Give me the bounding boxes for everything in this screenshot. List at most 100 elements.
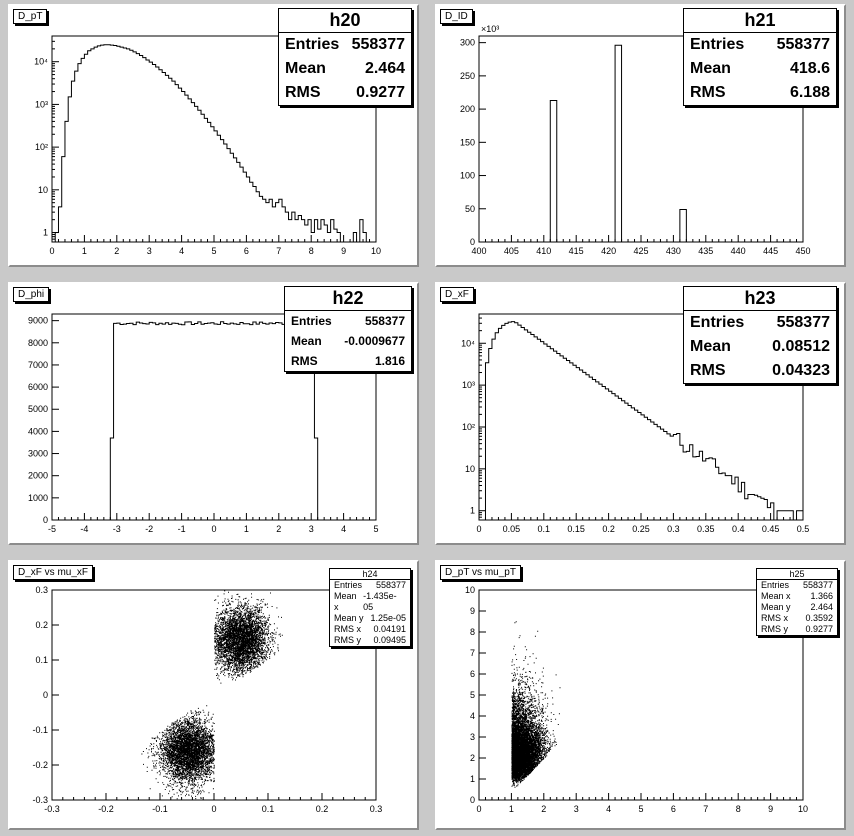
y-tick-label: 3 bbox=[470, 732, 475, 742]
stats-row: RMS 0.04323 bbox=[690, 362, 830, 379]
x-tick-label: 10 bbox=[798, 804, 808, 814]
stats-row: RMS x 0.04191 bbox=[334, 624, 406, 634]
x-tick-label: 0 bbox=[476, 804, 481, 814]
x-tick-label: 0 bbox=[49, 246, 54, 256]
y-tick-label: 8 bbox=[470, 627, 475, 637]
stats-row: RMS 1.816 bbox=[291, 354, 405, 368]
y-tick-label: 10² bbox=[462, 422, 475, 432]
stats-row: Entries 558377 bbox=[334, 580, 406, 590]
y-tick-label: 10⁴ bbox=[461, 338, 475, 348]
histogram-bar bbox=[549, 99, 558, 242]
stats-row: RMS 6.188 bbox=[690, 84, 830, 101]
x-tick-label: 1 bbox=[244, 524, 249, 534]
y-tick-label: 150 bbox=[460, 137, 475, 147]
x-tick-label: 450 bbox=[795, 246, 810, 256]
stats-name: h20 bbox=[279, 9, 411, 33]
x-tick-label: 440 bbox=[731, 246, 746, 256]
y-tick-label: 5 bbox=[470, 690, 475, 700]
x-tick-label: 9 bbox=[768, 804, 773, 814]
x-tick-label: 0.5 bbox=[797, 524, 810, 534]
x-tick-label: 400 bbox=[471, 246, 486, 256]
x-tick-label: 5 bbox=[373, 524, 378, 534]
pad-title: D_xF bbox=[440, 287, 474, 302]
x-tick-label: 0.05 bbox=[503, 524, 521, 534]
y-tick-label: 0 bbox=[43, 690, 48, 700]
stats-box: h21 Entries 558377 Mean 418.6 RMS 6.188 bbox=[683, 8, 837, 106]
x-tick-label: 6 bbox=[244, 246, 249, 256]
y-tick-label: 8000 bbox=[28, 338, 48, 348]
stats-row: RMS 0.9277 bbox=[285, 84, 405, 101]
d-pt-vs-mu-pt-scatter: 0 1 2 3 4 5 6 7 8 9 10 0 1 2 3 4 5 6 7 8 9 10 bbox=[465, 585, 808, 814]
d-xf-vs-mu-xf-scatter: -0.3 -0.2 -0.1 0 0.1 0.2 0.3 -0.3 -0.2 -0.1 0 0.1 0.… bbox=[32, 585, 383, 814]
stats-name: h22 bbox=[285, 287, 411, 311]
pad-d-xf-vs-mu-xf: -0.3 -0.2 -0.1 0 0.1 0.2 0.3 -0.3 -0.2 -0.1 0 0.1 0.… bbox=[8, 560, 419, 830]
y-tick-label: 200 bbox=[460, 104, 475, 114]
y-tick-label: 9 bbox=[470, 606, 475, 616]
y-tick-label: -0.3 bbox=[32, 795, 48, 805]
stats-row: Mean x 1.366 bbox=[761, 591, 833, 601]
d-phi-histogram: -5 -4 -3 -2 -1 0 1 2 3 4 5 0 1000 2000 3000 4000 5000 600… bbox=[28, 313, 379, 534]
x-tick-label: 0.35 bbox=[697, 524, 715, 534]
y-tick-label: 10³ bbox=[35, 99, 48, 109]
y-tick-label: 0 bbox=[470, 795, 475, 805]
stats-row: RMS y 0.09495 bbox=[334, 635, 406, 645]
y-tick-label: 6000 bbox=[28, 382, 48, 392]
pad-d-phi: -5 -4 -3 -2 -1 0 1 2 3 4 5 0 1000 2000 3000 4000 5000 600… bbox=[8, 282, 419, 545]
y-tick-label: 1 bbox=[43, 228, 48, 238]
stats-box: h20 Entries 558377 Mean 2.464 RMS 0.9277 bbox=[278, 8, 412, 106]
x-tick-label: 0 bbox=[476, 524, 481, 534]
stats-box: h23 Entries 558377 Mean 0.08512 RMS 0.04323 bbox=[683, 286, 837, 384]
stats-row: Mean 418.6 bbox=[690, 60, 830, 77]
y-exponent-label: ×10³ bbox=[481, 24, 499, 34]
scatter-points bbox=[511, 621, 561, 788]
pad-title: D_xF vs mu_xF bbox=[13, 565, 94, 580]
stats-box: h25 Entries 558377 Mean x 1.366 Mean y 2.46… bbox=[756, 568, 838, 636]
stats-row: Entries 558377 bbox=[285, 36, 405, 53]
y-tick-label: 7 bbox=[470, 648, 475, 658]
y-tick-label: 2000 bbox=[28, 471, 48, 481]
stats-row: Mean 2.464 bbox=[285, 60, 405, 77]
x-tick-label: -0.2 bbox=[98, 804, 114, 814]
stats-row: RMS x 0.3592 bbox=[761, 613, 833, 623]
y-tick-label: 1 bbox=[470, 774, 475, 784]
x-tick-label: 6 bbox=[671, 804, 676, 814]
y-tick-label: 100 bbox=[460, 171, 475, 181]
stats-name: h21 bbox=[684, 9, 836, 33]
stats-row: Entries 558377 bbox=[690, 314, 830, 331]
x-tick-label: 425 bbox=[633, 246, 648, 256]
x-tick-label: 435 bbox=[698, 246, 713, 256]
scatter-points bbox=[141, 590, 283, 800]
x-tick-label: 8 bbox=[736, 804, 741, 814]
x-tick-label: 4 bbox=[341, 524, 346, 534]
x-tick-label: -2 bbox=[145, 524, 153, 534]
x-tick-label: 0.1 bbox=[262, 804, 275, 814]
x-tick-label: 4 bbox=[606, 804, 611, 814]
x-tick-label: 0.3 bbox=[667, 524, 680, 534]
histogram-line bbox=[109, 321, 319, 520]
x-tick-label: 430 bbox=[666, 246, 681, 256]
stats-row: Entries 558377 bbox=[291, 314, 405, 328]
pad-d-xf: 0 0.05 0.1 0.15 0.2 0.25 0.3 0.35 0.4 0.45 0.5 1 10 1… bbox=[435, 282, 846, 545]
x-tick-label: 0.15 bbox=[567, 524, 585, 534]
x-tick-label: 0 bbox=[211, 804, 216, 814]
y-tick-label: 250 bbox=[460, 71, 475, 81]
y-tick-label: 10² bbox=[35, 142, 48, 152]
y-tick-label: 10 bbox=[38, 185, 48, 195]
y-tick-label: 1000 bbox=[28, 493, 48, 503]
x-tick-label: 5 bbox=[638, 804, 643, 814]
x-tick-label: 3 bbox=[147, 246, 152, 256]
x-tick-label: 420 bbox=[601, 246, 616, 256]
y-tick-label: 0.3 bbox=[35, 585, 48, 595]
y-tick-label: 4000 bbox=[28, 426, 48, 436]
x-tick-label: 2 bbox=[276, 524, 281, 534]
x-tick-label: -0.3 bbox=[44, 804, 60, 814]
y-tick-label: 6 bbox=[470, 669, 475, 679]
y-tick-label: 5000 bbox=[28, 404, 48, 414]
x-tick-label: 1 bbox=[509, 804, 514, 814]
x-tick-label: -5 bbox=[48, 524, 56, 534]
stats-row: Mean 0.08512 bbox=[690, 338, 830, 355]
x-tick-label: 445 bbox=[763, 246, 778, 256]
x-tick-label: 3 bbox=[309, 524, 314, 534]
x-tick-label: 0.3 bbox=[370, 804, 383, 814]
pad-d-id: 400 405 410 415 420 425 430 435 440 445 450 0 50 100 1… bbox=[435, 4, 846, 267]
